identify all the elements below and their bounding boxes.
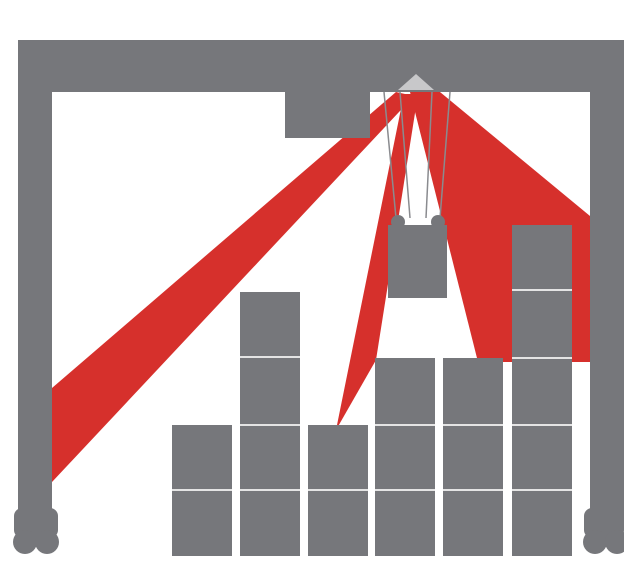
- cables: [383, 91, 451, 219]
- left-foot: [13, 508, 59, 554]
- left-leg: [18, 92, 52, 522]
- right-foot: [583, 508, 624, 554]
- trolley: [398, 74, 434, 90]
- trolley-block: [285, 92, 370, 138]
- right-leg: [590, 92, 624, 522]
- left-beam: [52, 92, 414, 482]
- container-stacks: [172, 225, 572, 556]
- gantry-beam: [18, 40, 624, 92]
- center-beam: [336, 94, 418, 430]
- hanging-container: [388, 225, 447, 298]
